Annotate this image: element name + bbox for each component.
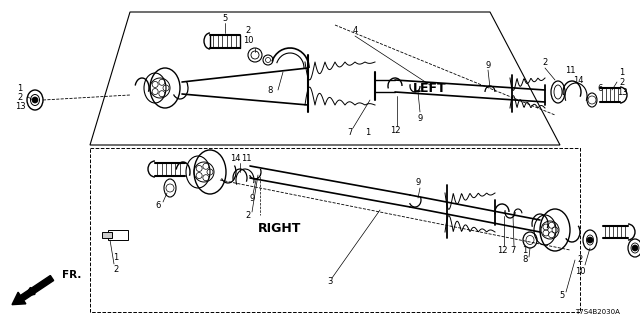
Text: 11: 11: [241, 154, 252, 163]
Bar: [102, 232, 112, 238]
Text: 8: 8: [268, 85, 273, 94]
Text: 9: 9: [485, 60, 491, 69]
Text: T7S4B2030A: T7S4B2030A: [575, 309, 620, 315]
Text: 9: 9: [415, 178, 420, 187]
Text: 14: 14: [230, 154, 240, 163]
Text: FR.: FR.: [62, 270, 81, 280]
Text: 6: 6: [597, 84, 603, 92]
Text: 8: 8: [522, 255, 528, 265]
Circle shape: [32, 97, 38, 103]
Text: 1: 1: [365, 127, 371, 137]
Text: 2: 2: [245, 211, 251, 220]
Text: RIGHT: RIGHT: [259, 221, 301, 235]
Text: LEFT: LEFT: [413, 82, 447, 94]
Text: 2: 2: [577, 255, 582, 265]
Text: 2: 2: [542, 58, 548, 67]
Text: 7: 7: [348, 127, 353, 137]
Text: 10: 10: [575, 268, 585, 276]
Text: 2: 2: [245, 26, 251, 35]
Text: 2: 2: [113, 266, 118, 275]
Text: 5: 5: [559, 291, 564, 300]
Bar: [108, 230, 128, 240]
FancyArrow shape: [12, 276, 54, 305]
Text: 1: 1: [522, 245, 527, 254]
Text: 13: 13: [15, 101, 26, 110]
Text: 5: 5: [222, 13, 228, 22]
Text: 10: 10: [243, 36, 253, 44]
Text: 1: 1: [113, 253, 118, 262]
Text: 2: 2: [620, 77, 625, 86]
Text: 11: 11: [564, 66, 575, 75]
Circle shape: [632, 245, 638, 251]
Text: 14: 14: [573, 76, 583, 84]
Text: 3: 3: [327, 277, 333, 286]
Text: 2: 2: [17, 92, 22, 101]
Circle shape: [587, 237, 593, 243]
Text: 12: 12: [497, 245, 508, 254]
Text: 9: 9: [417, 114, 422, 123]
Text: 1: 1: [620, 68, 625, 76]
Text: 13: 13: [617, 87, 627, 97]
Text: 4: 4: [353, 26, 358, 35]
Text: 9: 9: [250, 194, 255, 203]
Text: 7: 7: [510, 245, 516, 254]
Text: 12: 12: [390, 125, 400, 134]
Text: 6: 6: [156, 201, 161, 210]
Text: 1: 1: [17, 84, 22, 92]
